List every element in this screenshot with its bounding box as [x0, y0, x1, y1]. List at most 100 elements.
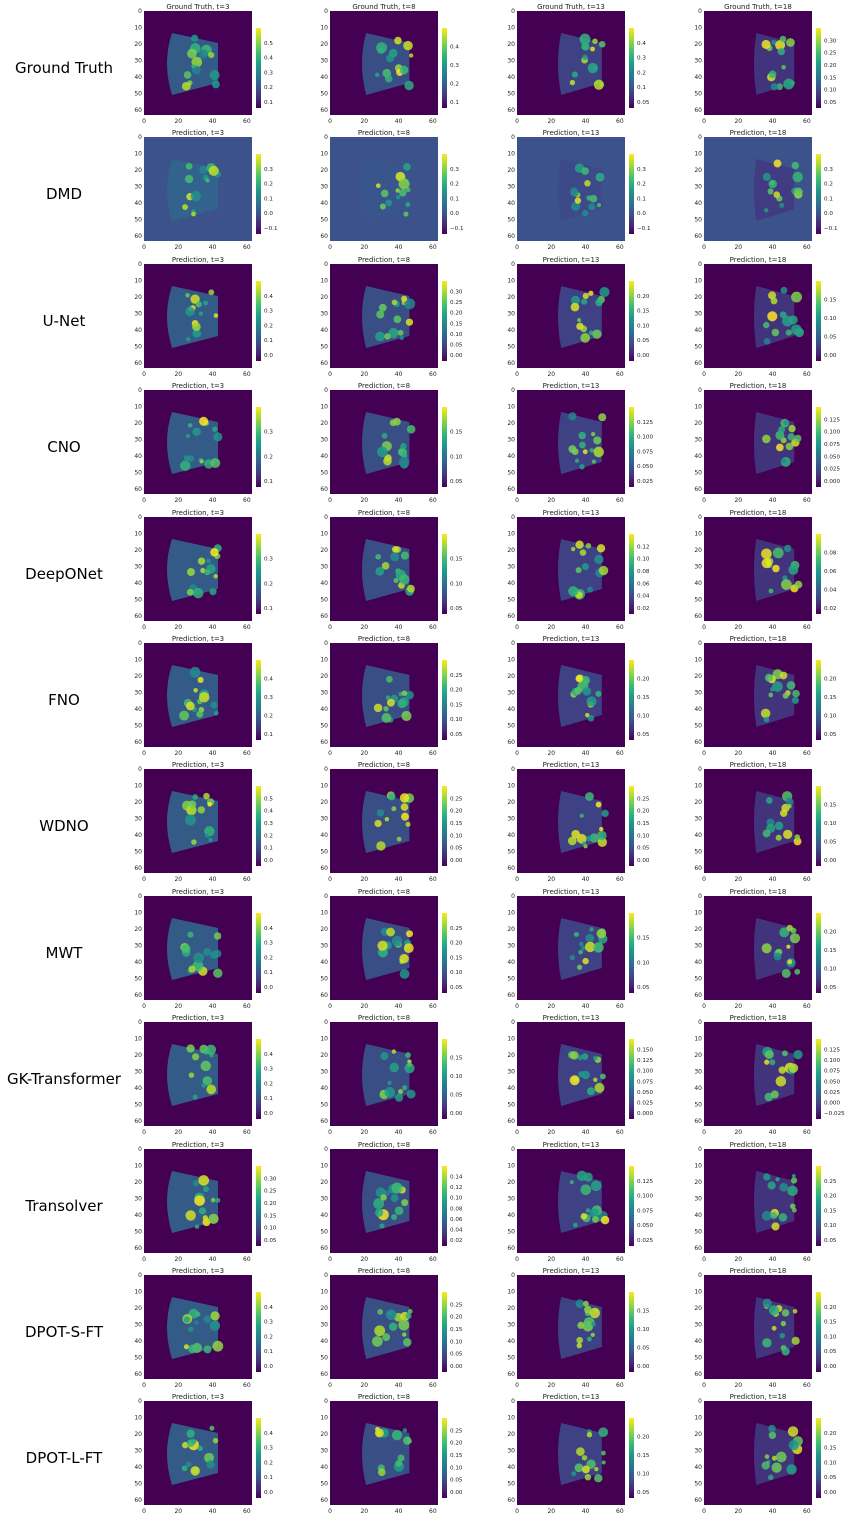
- colorbar-tick-label: 0.15: [824, 297, 837, 303]
- y-tick-label: 0: [324, 387, 328, 394]
- y-tick-label: 0: [324, 1272, 328, 1279]
- y-tick-label: 20: [134, 1052, 142, 1059]
- y-tick-label: 0: [324, 514, 328, 521]
- intensity-blob: [192, 1053, 200, 1061]
- colorbar-tick-label: 0.15: [637, 821, 650, 827]
- x-tick-label: 20: [547, 1508, 555, 1515]
- intensity-blob: [773, 159, 782, 168]
- y-tick-label: 60: [507, 613, 515, 620]
- y-tick-label: 20: [507, 1052, 515, 1059]
- intensity-blob: [592, 38, 598, 45]
- intensity-blob: [585, 933, 595, 943]
- heatmap-panel: Prediction, t=180 20 40 600102030405060−0.0…: [694, 1014, 845, 1136]
- y-tick-label: 30: [694, 942, 702, 949]
- y-tick-label: 30: [507, 816, 515, 823]
- x-tick-label: 40: [209, 876, 217, 883]
- y-tick-label: 10: [694, 25, 702, 32]
- colorbar: [256, 660, 261, 740]
- colorbar: [629, 407, 634, 488]
- y-tick-label: 50: [694, 470, 702, 477]
- colorbar: [256, 1418, 261, 1499]
- x-tick-label: 20: [734, 624, 742, 631]
- y-tick-label: 30: [694, 1069, 702, 1076]
- y-tick-label: 0: [511, 640, 515, 647]
- colorbar-tick-label: 0.075: [637, 450, 653, 456]
- x-tick-label: 60: [243, 1382, 251, 1389]
- intensity-blob: [184, 175, 194, 184]
- intensity-blob: [786, 944, 791, 949]
- x-tick-label: 0: [328, 244, 332, 251]
- y-tick-label: 50: [134, 1481, 142, 1488]
- colorbar-tick-label: 0.1: [264, 197, 273, 203]
- intensity-blob: [782, 692, 789, 699]
- colorbar-tick-label: 0.025: [637, 1238, 653, 1244]
- x-tick-label: 0: [328, 118, 332, 125]
- row-label-5: FNO: [48, 691, 80, 709]
- intensity-blob: [210, 458, 221, 469]
- intensity-blob: [197, 1446, 203, 1452]
- intensity-blob: [210, 1311, 220, 1321]
- y-tick-label: 40: [507, 74, 515, 81]
- colorbar-tick-label: 0.3: [264, 70, 273, 76]
- panel-title: Prediction, t=3: [172, 888, 224, 896]
- colorbar-tick-label: 0.15: [637, 935, 650, 941]
- colorbar-tick-label: 0.00: [637, 1364, 650, 1370]
- intensity-blob: [390, 551, 400, 561]
- intensity-blob: [576, 1336, 583, 1344]
- y-tick-label: 50: [694, 849, 702, 856]
- colorbar-tick-label: 0.08: [824, 550, 837, 556]
- y-tick-label: 60: [320, 1118, 328, 1125]
- colorbar-tick-label: 0.05: [450, 1093, 463, 1099]
- colorbar-tick-label: 0.20: [824, 677, 837, 683]
- x-tick-label: 60: [429, 1003, 437, 1010]
- y-tick-label: 20: [507, 1431, 515, 1438]
- intensity-blob: [575, 674, 583, 683]
- intensity-blob: [779, 203, 785, 209]
- panel-title: Ground Truth, t=18: [724, 3, 792, 11]
- colorbar-tick-label: 0.3: [637, 56, 646, 62]
- panel-title: Prediction, t=3: [172, 761, 224, 769]
- intensity-blob: [761, 557, 772, 568]
- y-tick-label: 20: [320, 1052, 328, 1059]
- intensity-blob: [593, 1077, 598, 1083]
- panel-title: Prediction, t=8: [358, 509, 410, 517]
- intensity-blob: [399, 953, 409, 964]
- intensity-blob: [764, 1454, 770, 1460]
- intensity-blob: [401, 710, 412, 722]
- intensity-blob: [778, 1066, 786, 1074]
- colorbar-tick-label: 0.10: [824, 821, 837, 827]
- x-tick-label: 60: [243, 118, 251, 125]
- y-tick-label: 0: [138, 1398, 142, 1405]
- intensity-blob: [374, 72, 380, 78]
- intensity-blob: [580, 332, 591, 343]
- x-tick-label: 20: [547, 497, 555, 504]
- intensity-blob: [187, 1326, 194, 1332]
- x-tick-label: 60: [803, 624, 811, 631]
- y-tick-label: 40: [134, 706, 142, 713]
- colorbar-tick-label: 0.05: [450, 1352, 463, 1358]
- y-tick-label: 10: [320, 151, 328, 158]
- y-tick-label: 40: [694, 74, 702, 81]
- intensity-blob: [402, 1332, 407, 1337]
- intensity-blob: [586, 1087, 595, 1096]
- colorbar-tick-label: 0.2: [450, 182, 459, 188]
- colorbar: [256, 1292, 261, 1372]
- y-tick-label: 10: [320, 1415, 328, 1422]
- colorbar: [629, 786, 634, 867]
- intensity-blob: [205, 1044, 217, 1056]
- colorbar-tick-label: 0.1: [264, 846, 273, 852]
- colorbar-tick-label: 0.4: [264, 56, 273, 62]
- colorbar: [816, 28, 821, 108]
- y-tick-label: 10: [694, 277, 702, 284]
- x-tick-label: 60: [243, 1003, 251, 1010]
- y-tick-label: 40: [320, 200, 328, 207]
- intensity-blob: [409, 53, 414, 58]
- colorbar-tick-label: 0.20: [264, 1201, 277, 1207]
- x-tick-label: 60: [616, 1508, 624, 1515]
- y-tick-label: 60: [694, 486, 702, 493]
- y-tick-label: 0: [324, 766, 328, 773]
- colorbar-tick-label: 0.15: [450, 821, 463, 827]
- y-tick-label: 60: [694, 865, 702, 872]
- x-tick-label: 60: [803, 750, 811, 757]
- x-tick-label: 60: [429, 497, 437, 504]
